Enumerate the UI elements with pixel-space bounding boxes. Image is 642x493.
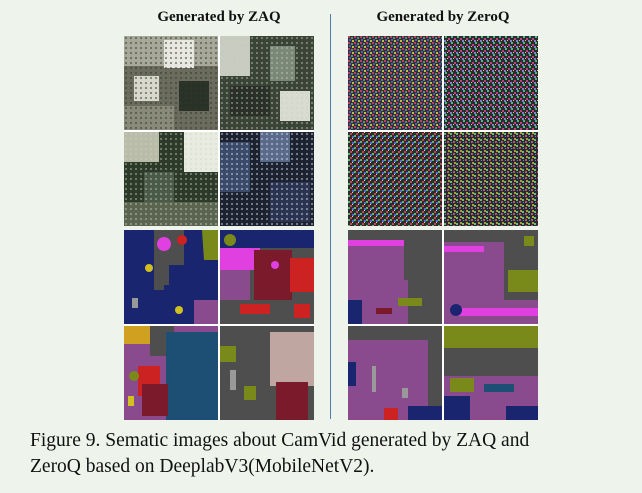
zeroq-image-3: [348, 132, 442, 226]
zeroq-generated-images-grid: [348, 36, 538, 226]
zeroq-seg-3: [348, 326, 442, 420]
zaq-image-1: [124, 36, 218, 130]
figure-caption: Figure 9. Sematic images about CamVid ge…: [30, 428, 630, 480]
zaq-image-2: [220, 36, 314, 130]
zeroq-seg-2: [444, 230, 538, 324]
zaq-column-title: Generated by ZAQ: [157, 9, 281, 25]
zaq-image-4: [220, 132, 314, 226]
zeroq-image-2: [444, 36, 538, 130]
caption-line-1: Figure 9. Sematic images about CamVid ge…: [30, 430, 530, 451]
zaq-seg-1: [124, 230, 218, 324]
zaq-image-3: [124, 132, 218, 226]
zeroq-image-4: [444, 132, 538, 226]
caption-line-2: ZeroQ based on DeeplabV3(MobileNetV2).: [30, 456, 375, 477]
zaq-seg-4: [220, 326, 314, 420]
zeroq-seg-1: [348, 230, 442, 324]
zeroq-image-1: [348, 36, 442, 130]
zeroq-seg-4: [444, 326, 538, 420]
zaq-seg-2: [220, 230, 314, 324]
zeroq-column-title: Generated by ZeroQ: [376, 9, 510, 25]
zeroq-segmentation-grid: [348, 230, 538, 420]
column-divider: [330, 14, 331, 419]
zaq-seg-3: [124, 326, 218, 420]
zaq-generated-images-grid: [124, 36, 314, 226]
zaq-segmentation-grid: [124, 230, 314, 420]
